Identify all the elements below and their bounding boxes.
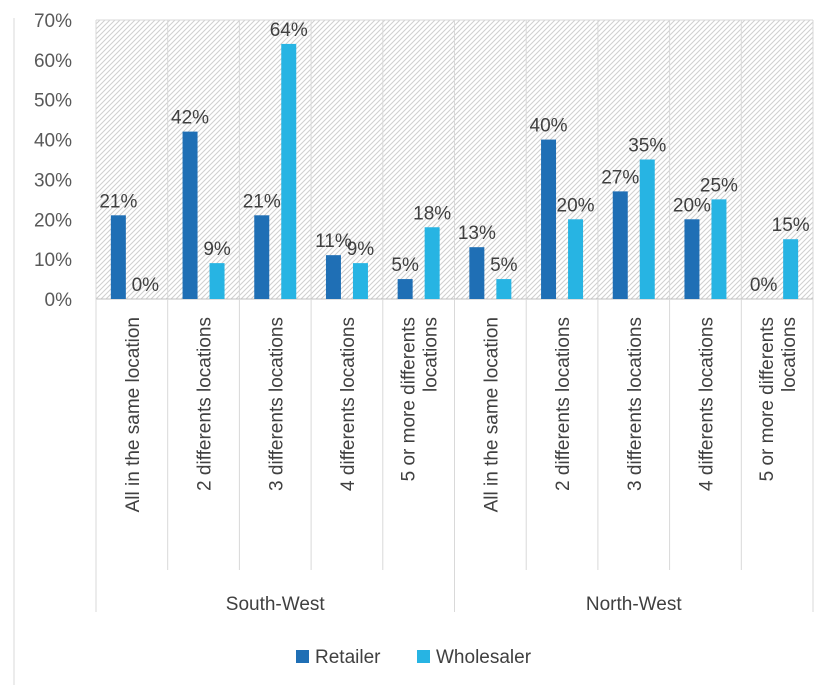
data-label-retailer: 21%: [99, 191, 137, 212]
category-label-line: locations: [779, 317, 800, 392]
y-tick-label: 30%: [34, 170, 72, 191]
category-label: 2 differents locations: [195, 317, 216, 491]
data-label-wholesaler: 9%: [203, 239, 231, 260]
data-label-retailer: 5%: [391, 255, 419, 276]
data-label-wholesaler: 5%: [490, 255, 518, 276]
bar-wholesaler: [281, 43, 297, 299]
category-label-line: locations: [421, 317, 442, 392]
legend-label-retailer: Retailer: [315, 647, 381, 668]
bar-wholesaler: [424, 227, 440, 299]
category-label-line: 5 or more differents: [757, 317, 778, 481]
category-label: 3 differents locations: [625, 317, 646, 491]
category-label: 4 differents locations: [696, 317, 717, 491]
bar-retailer: [325, 255, 341, 299]
data-label-retailer: 27%: [601, 167, 639, 188]
bar-wholesaler: [783, 239, 799, 299]
category-label: 5 or more differentslocations: [399, 317, 442, 481]
bar-retailer: [469, 247, 485, 299]
group-label: South-West: [226, 594, 326, 615]
legend-label-wholesaler: Wholesaler: [436, 647, 532, 668]
data-label-retailer: 0%: [750, 275, 778, 296]
legend-swatch-retailer: [296, 650, 309, 663]
data-label-retailer: 13%: [458, 223, 496, 244]
y-tick-label: 70%: [34, 11, 72, 32]
data-label-retailer: 20%: [673, 195, 711, 216]
bar-retailer: [110, 215, 126, 299]
category-label: 5 or more differentslocations: [757, 317, 800, 481]
data-label-wholesaler: 20%: [557, 195, 595, 216]
category-label-line: 4 differents locations: [338, 317, 359, 491]
category-label-line: All in the same location: [123, 317, 144, 512]
category-label-line: 2 differents locations: [195, 317, 216, 491]
category-label: All in the same location: [123, 317, 144, 512]
data-label-wholesaler: 18%: [413, 203, 451, 224]
category-label-line: 4 differents locations: [696, 317, 717, 491]
y-tick-label: 20%: [34, 210, 72, 231]
data-label-wholesaler: 9%: [347, 239, 375, 260]
category-label: All in the same location: [481, 317, 502, 512]
bar-retailer: [541, 139, 557, 299]
data-label-wholesaler: 64%: [270, 20, 308, 41]
y-tick-label: 10%: [34, 250, 72, 271]
bar-retailer: [182, 131, 198, 299]
bar-wholesaler: [711, 199, 727, 299]
data-label-wholesaler: 0%: [132, 275, 160, 296]
bar-wholesaler: [496, 279, 512, 299]
data-label-retailer: 11%: [315, 231, 352, 252]
category-label-line: 2 differents locations: [553, 317, 574, 491]
bar-retailer: [397, 279, 413, 299]
data-label-wholesaler: 15%: [772, 215, 810, 236]
category-label-line: 5 or more differents: [399, 317, 420, 481]
bar-wholesaler: [639, 159, 655, 299]
bar-retailer: [612, 191, 628, 299]
category-label: 4 differents locations: [338, 317, 359, 491]
category-label-line: All in the same location: [481, 317, 502, 512]
bar-wholesaler: [352, 263, 368, 299]
bar-retailer: [684, 219, 700, 299]
group-label: North-West: [586, 594, 682, 615]
category-label-line: 3 differents locations: [625, 317, 646, 491]
data-label-wholesaler: 35%: [628, 136, 666, 157]
y-tick-label: 40%: [34, 131, 72, 152]
data-label-retailer: 40%: [530, 116, 568, 137]
category-label: 3 differents locations: [266, 317, 287, 491]
bar-wholesaler: [568, 219, 584, 299]
legend-swatch-wholesaler: [417, 650, 430, 663]
data-label-retailer: 42%: [171, 108, 209, 129]
data-label-retailer: 21%: [243, 191, 281, 212]
category-label-line: 3 differents locations: [266, 317, 287, 491]
bar-retailer: [254, 215, 270, 299]
data-label-wholesaler: 25%: [700, 175, 738, 196]
category-label: 2 differents locations: [553, 317, 574, 491]
y-tick-label: 60%: [34, 51, 72, 72]
bar-wholesaler: [209, 263, 225, 299]
y-tick-label: 50%: [34, 91, 72, 112]
y-tick-label: 0%: [45, 290, 73, 311]
